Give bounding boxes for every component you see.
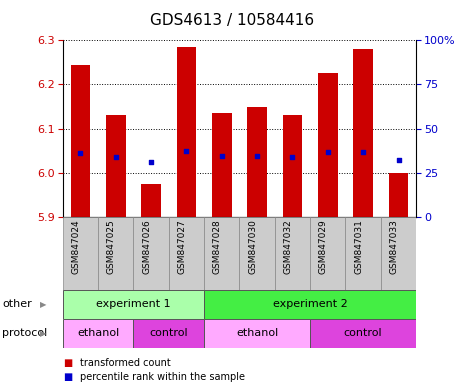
- Text: GSM847024: GSM847024: [72, 219, 80, 274]
- Text: GSM847032: GSM847032: [284, 219, 292, 274]
- Point: [324, 149, 332, 155]
- Text: control: control: [149, 328, 188, 338]
- Text: ■: ■: [63, 358, 72, 368]
- Text: ethanol: ethanol: [236, 328, 278, 338]
- Text: percentile rank within the sample: percentile rank within the sample: [80, 372, 246, 382]
- Bar: [353, 49, 373, 217]
- Bar: [212, 113, 232, 217]
- Bar: [381, 217, 416, 290]
- Bar: [310, 217, 345, 290]
- Bar: [63, 319, 133, 348]
- Text: GSM847033: GSM847033: [390, 219, 399, 274]
- Bar: [318, 73, 338, 217]
- Text: GSM847030: GSM847030: [248, 219, 257, 274]
- Text: ▶: ▶: [40, 300, 46, 309]
- Point: [218, 153, 226, 159]
- Bar: [389, 173, 408, 217]
- Text: control: control: [344, 328, 383, 338]
- Text: ■: ■: [63, 372, 72, 382]
- Bar: [275, 217, 310, 290]
- Text: GSM847026: GSM847026: [142, 219, 151, 274]
- Bar: [169, 217, 204, 290]
- Bar: [63, 217, 98, 290]
- Point: [395, 157, 402, 163]
- Text: protocol: protocol: [2, 328, 47, 338]
- Bar: [204, 217, 239, 290]
- Text: GSM847031: GSM847031: [354, 219, 363, 274]
- Point: [112, 154, 120, 161]
- Bar: [98, 217, 133, 290]
- Point: [147, 159, 155, 165]
- Text: experiment 1: experiment 1: [96, 299, 171, 310]
- Point: [253, 153, 261, 159]
- Bar: [204, 290, 416, 319]
- Text: GSM847028: GSM847028: [213, 219, 222, 274]
- Text: other: other: [2, 299, 32, 310]
- Text: GSM847025: GSM847025: [107, 219, 116, 274]
- Text: GSM847027: GSM847027: [178, 219, 186, 274]
- Point: [289, 154, 296, 161]
- Point: [77, 150, 84, 156]
- Text: transformed count: transformed count: [80, 358, 171, 368]
- Point: [183, 148, 190, 154]
- Bar: [310, 319, 416, 348]
- Text: GSM847029: GSM847029: [319, 219, 328, 274]
- Text: ethanol: ethanol: [77, 328, 119, 338]
- Text: GDS4613 / 10584416: GDS4613 / 10584416: [151, 13, 314, 28]
- Bar: [63, 290, 204, 319]
- Text: ▶: ▶: [40, 329, 46, 338]
- Point: [359, 149, 367, 155]
- Bar: [106, 116, 126, 217]
- Text: experiment 2: experiment 2: [273, 299, 347, 310]
- Bar: [133, 319, 204, 348]
- Bar: [204, 319, 310, 348]
- Bar: [71, 65, 90, 217]
- Bar: [247, 108, 267, 217]
- Bar: [345, 217, 381, 290]
- Bar: [177, 47, 196, 217]
- Bar: [239, 217, 275, 290]
- Bar: [141, 184, 161, 217]
- Bar: [133, 217, 169, 290]
- Bar: [283, 116, 302, 217]
